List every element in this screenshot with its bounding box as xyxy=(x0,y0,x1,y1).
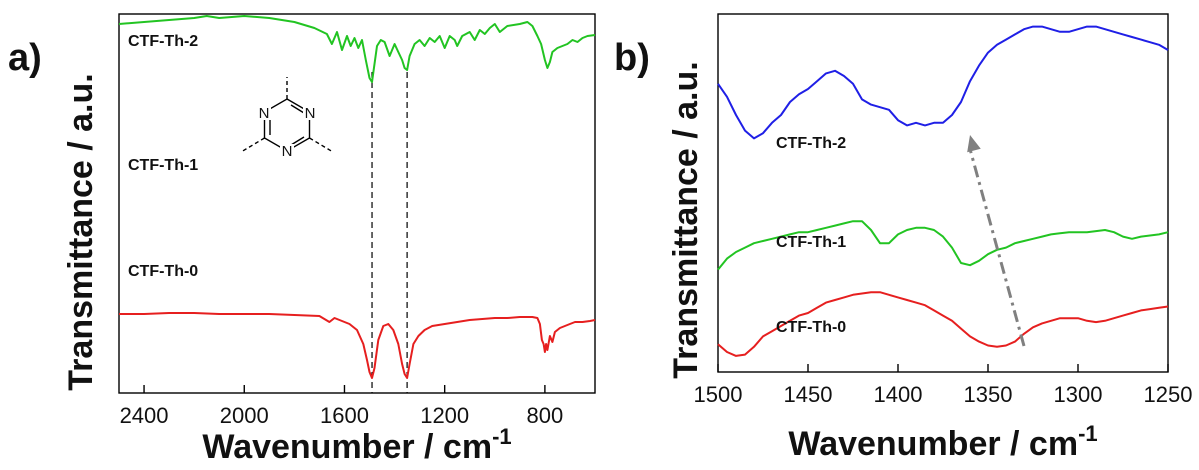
panel-a-reference-lines xyxy=(371,72,408,393)
series-label-ctf-th-1: CTF-Th-1 xyxy=(128,157,198,174)
panel-a-series xyxy=(118,15,596,379)
triazine-n-label: N xyxy=(282,143,293,160)
panel-b-ylabel: Transmittance / a.u. xyxy=(667,61,705,378)
x-tick-label: 1350 xyxy=(964,382,1013,407)
x-tick-label: 1400 xyxy=(874,382,923,407)
series-label-ctf-th-0: CTF-Th-0 xyxy=(128,263,198,280)
panel-a-xticks: 2400 2000 1600 1200 800 xyxy=(120,385,564,428)
panel-a-label: a) xyxy=(8,37,42,79)
series-line-ctf-th-1 xyxy=(717,220,1169,271)
triazine-structure-icon: N N N xyxy=(240,77,334,160)
triazine-n-label: N xyxy=(305,105,316,122)
panel-b-xlabel-sup: -1 xyxy=(1078,421,1098,446)
panel-b-xlabel-text: Wavenumber / cm xyxy=(788,425,1078,463)
x-tick-label: 1250 xyxy=(1144,382,1193,407)
triazine-n-label: N xyxy=(259,105,270,122)
panel-a-xlabel: Wavenumber / cm-1 xyxy=(202,424,511,466)
series-line-ctf-th-0 xyxy=(119,312,596,379)
x-tick-label: 800 xyxy=(527,403,564,428)
panel-b-frame xyxy=(717,13,1169,373)
arrow-shaft xyxy=(968,148,1026,347)
panel-a-ylabel: Transmittance / a.u. xyxy=(62,73,100,390)
series-label-ctf-th-1: CTF-Th-1 xyxy=(776,234,846,251)
x-tick-label: 1200 xyxy=(420,403,469,428)
series-line-ctf-th-0 xyxy=(717,291,1169,357)
x-tick-label: 1500 xyxy=(694,382,743,407)
panel-b-label: b) xyxy=(614,37,650,79)
panel-b: b) Transmittance / a.u. 1500 1450 1400 1350… xyxy=(614,13,1193,463)
series-label-ctf-th-2: CTF-Th-2 xyxy=(128,33,198,50)
series-label-ctf-th-0: CTF-Th-0 xyxy=(776,319,846,336)
panel-a: a) Transmittance / a.u. 2400 2000 1600 1200… xyxy=(8,13,596,466)
series-line-ctf-th-2 xyxy=(717,25,1169,140)
panel-b-xlabel: Wavenumber / cm-1 xyxy=(788,421,1097,463)
panel-b-arrow-annotation xyxy=(967,135,1026,347)
panel-b-xticks: 1500 1450 1400 1350 1300 1250 xyxy=(694,364,1193,407)
panel-a-frame xyxy=(118,13,596,394)
series-label-ctf-th-2: CTF-Th-2 xyxy=(776,135,846,152)
x-tick-label: 1600 xyxy=(320,403,369,428)
panel-b-series xyxy=(717,25,1169,357)
arrow-head xyxy=(967,135,981,153)
panel-a-xlabel-sup: -1 xyxy=(492,424,512,449)
x-tick-label: 2000 xyxy=(220,403,269,428)
x-tick-label: 1300 xyxy=(1054,382,1103,407)
panel-a-xlabel-text: Wavenumber / cm xyxy=(202,428,492,466)
x-tick-label: 1450 xyxy=(784,382,833,407)
x-tick-label: 2400 xyxy=(120,403,169,428)
series-line-ctf-th-1 xyxy=(118,15,596,83)
